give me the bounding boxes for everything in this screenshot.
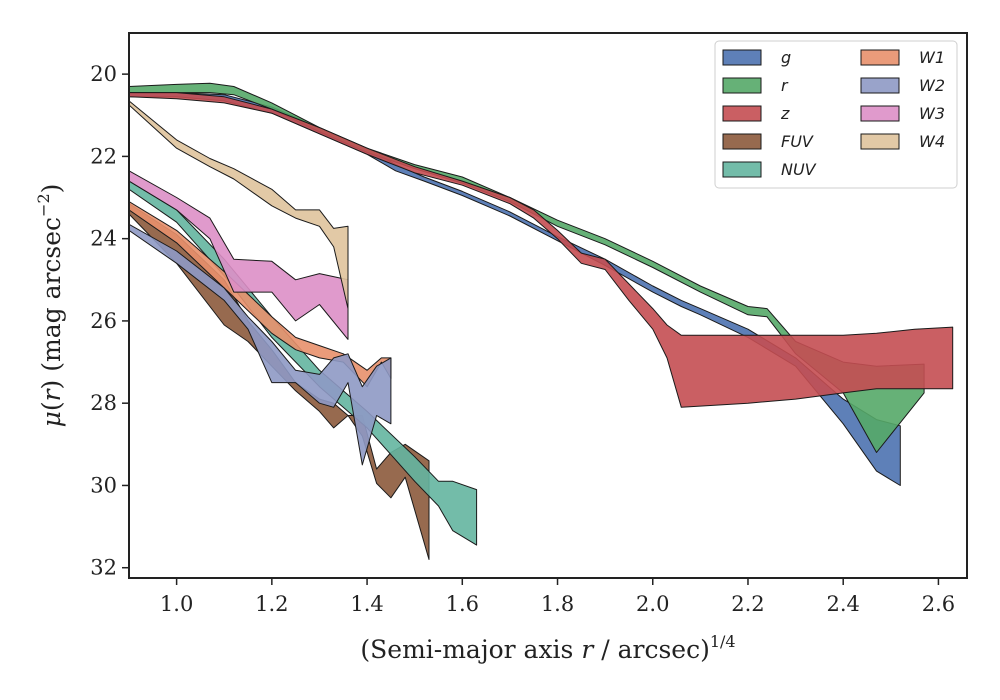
x-tick-label: 1.0 (160, 592, 193, 616)
legend: grz FUV NUV W1 W2 W3 W4 (714, 40, 958, 189)
y-tick-label: 30 (90, 473, 117, 497)
y-tick-label: 32 (90, 556, 117, 580)
x-tick-label: 2.4 (827, 592, 860, 616)
legend-swatch-w4 (860, 133, 900, 150)
y-tick-label: 24 (90, 227, 117, 251)
x-tick-label: 1.8 (541, 592, 574, 616)
legend-label-z: z (780, 104, 790, 123)
legend-swatch-w2 (860, 77, 900, 94)
x-tick-label: 1.2 (255, 592, 288, 616)
legend-swatch-r (722, 77, 762, 94)
legend-swatch-w1 (860, 49, 900, 66)
series-area-w3 (129, 170, 349, 340)
y-axis-ticks: 20 22 24 26 28 30 32 (90, 62, 129, 580)
series-areas (129, 82, 954, 560)
x-tick-label: 1.6 (446, 592, 479, 616)
x-axis-label: (Semi-major axis r / arcsec)1/4 (360, 632, 735, 664)
y-tick-label: 26 (90, 309, 117, 333)
legend-label-w1: W1 (919, 48, 945, 67)
plot-frame (128, 32, 968, 579)
series-area-w4 (129, 100, 349, 310)
legend-label-w2: W2 (919, 76, 945, 95)
legend-swatch-w3 (860, 105, 900, 122)
series-area-w2 (129, 223, 392, 466)
y-tick-label: 28 (90, 391, 117, 415)
legend-label-w3: W3 (919, 104, 945, 123)
x-tick-label: 2.6 (922, 592, 955, 616)
legend-label-nuv: NUV (781, 160, 817, 179)
x-tick-label: 1.4 (350, 592, 383, 616)
legend-label-r: r (781, 76, 789, 95)
y-tick-label: 22 (90, 144, 117, 168)
legend-label-g: g (781, 48, 791, 67)
legend-swatch-g (722, 49, 762, 66)
x-tick-label: 2.2 (731, 592, 764, 616)
legend-swatch-z (722, 105, 762, 122)
legend-label-fuv: FUV (781, 132, 814, 151)
series-area-z (129, 92, 954, 408)
legend-swatch-nuv (722, 161, 762, 178)
series-area-w1 (129, 201, 392, 388)
legend-swatch-fuv (722, 133, 762, 150)
y-tick-label: 20 (90, 62, 117, 86)
x-tick-label: 2.0 (636, 592, 669, 616)
y-axis-label: μ(r) (mag arcsec−2) (34, 184, 66, 428)
x-axis-ticks: 1.0 1.2 1.4 1.6 1.8 2.0 2.2 2.4 2.6 (160, 578, 955, 616)
legend-label-w4: W4 (919, 132, 945, 151)
